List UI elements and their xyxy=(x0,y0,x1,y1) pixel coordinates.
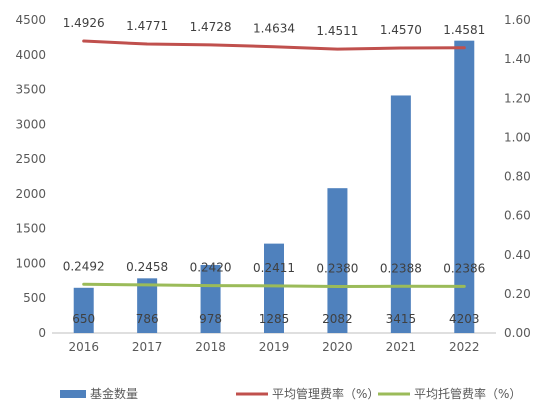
left-tick-label: 0 xyxy=(38,326,46,340)
bar-data-label: 786 xyxy=(136,312,159,326)
left-axis-ticks: 0 500 1000 1500 2000 2500 3000 3500 4000 4500 xyxy=(15,13,46,340)
category-labels: 2016 2017 2018 2019 2020 2021 2022 xyxy=(68,340,479,354)
right-axis-ticks: 0.00 0.20 0.40 0.60 0.80 1.00 1.20 1.40 1.60 xyxy=(504,13,531,340)
right-tick-label: 1.00 xyxy=(504,130,531,144)
line-data-label: 0.2386 xyxy=(443,261,485,275)
bar xyxy=(327,188,348,333)
line-data-label: 1.4926 xyxy=(63,16,105,30)
right-tick-label: 1.40 xyxy=(504,52,531,66)
legend-item: 基金数量 xyxy=(60,386,138,401)
legend: 基金数量 平均管理费率（%） 平均托管费率（%） xyxy=(60,386,521,401)
left-tick-label: 1000 xyxy=(15,256,46,270)
bar xyxy=(390,95,411,334)
left-tick-label: 4000 xyxy=(15,48,46,62)
line-data-label: 0.2388 xyxy=(380,261,422,275)
line-data-label: 0.2380 xyxy=(316,261,358,275)
left-tick-label: 3000 xyxy=(15,117,46,131)
right-tick-label: 0.00 xyxy=(504,326,531,340)
legend-item: 平均管理费率（%） xyxy=(236,386,379,401)
line-series xyxy=(82,39,466,288)
left-tick-label: 500 xyxy=(23,291,46,305)
line-data-label: 1.4511 xyxy=(316,24,358,38)
category-label: 2019 xyxy=(259,340,290,354)
left-tick-label: 2500 xyxy=(15,152,46,166)
left-tick-label: 3500 xyxy=(15,83,46,97)
bar-data-label: 2082 xyxy=(322,312,353,326)
category-label: 2022 xyxy=(449,340,480,354)
line-data-label: 0.2420 xyxy=(190,261,232,275)
legend-label: 基金数量 xyxy=(90,386,138,401)
line-data-label: 1.4570 xyxy=(380,23,422,37)
series-line xyxy=(82,282,466,288)
line-data-label: 1.4728 xyxy=(190,20,232,34)
line-data-label: 1.4581 xyxy=(443,23,485,37)
line-data-label: 1.4634 xyxy=(253,22,295,36)
bar-data-label: 978 xyxy=(199,312,222,326)
line-data-label: 0.2458 xyxy=(126,260,168,274)
right-tick-label: 1.60 xyxy=(504,13,531,27)
left-tick-label: 4500 xyxy=(15,13,46,27)
legend-label: 平均托管费率（%） xyxy=(414,386,521,401)
bar xyxy=(454,40,475,334)
bar xyxy=(73,287,94,333)
left-tick-label: 1500 xyxy=(15,222,46,236)
bar xyxy=(264,243,284,333)
category-label: 2021 xyxy=(386,340,417,354)
right-tick-label: 0.60 xyxy=(504,209,531,223)
bar-series xyxy=(73,40,475,334)
line-data-label: 0.2492 xyxy=(63,259,105,273)
line-data-label: 1.4771 xyxy=(126,19,168,33)
bar-data-label: 3415 xyxy=(386,312,417,326)
category-label: 2017 xyxy=(132,340,163,354)
left-tick-label: 2000 xyxy=(15,187,46,201)
bar xyxy=(137,278,158,333)
bar-data-label: 650 xyxy=(72,312,95,326)
series-line xyxy=(82,39,466,51)
category-label: 2020 xyxy=(322,340,353,354)
bar-data-label: 4203 xyxy=(449,312,480,326)
right-tick-label: 0.20 xyxy=(504,287,531,301)
bar-data-label: 1285 xyxy=(259,312,290,326)
right-tick-label: 0.80 xyxy=(504,170,531,184)
legend-swatch xyxy=(60,390,86,398)
line-data-label: 0.2411 xyxy=(253,261,295,275)
bar xyxy=(200,264,221,333)
right-tick-label: 1.20 xyxy=(504,91,531,105)
category-label: 2018 xyxy=(195,340,226,354)
legend-item: 平均托管费率（%） xyxy=(378,386,521,401)
legend-label: 平均管理费率（%） xyxy=(272,386,379,401)
category-label: 2016 xyxy=(68,340,99,354)
data-labels: 1.4926 1.4771 1.4728 1.4634 1.4511 1.4570 1.45… xyxy=(63,16,486,326)
right-tick-label: 0.40 xyxy=(504,248,531,262)
